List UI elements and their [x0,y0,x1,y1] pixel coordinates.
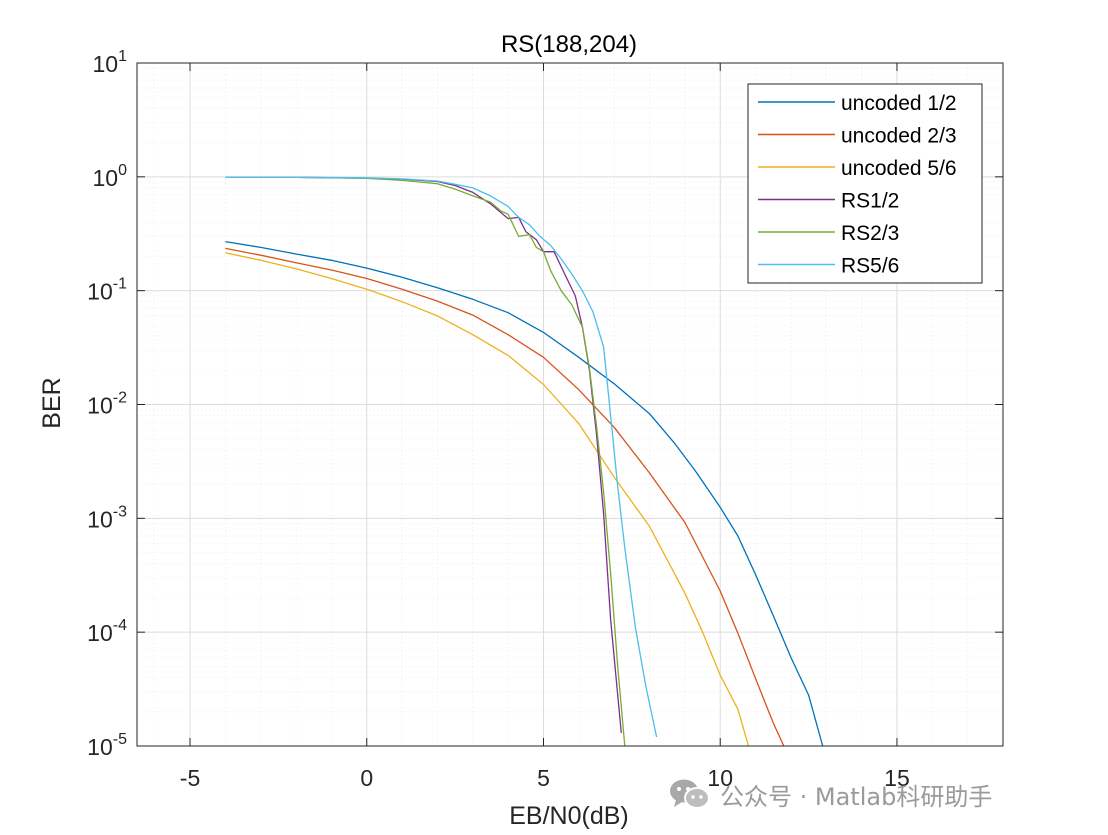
x-tick-label: 0 [360,765,373,791]
series-line [225,247,785,747]
y-axis-label: BER [38,377,66,428]
legend-box [747,83,983,284]
watermark: 公众号 · Matlab科研助手 [668,776,992,812]
wechat-icon [668,776,712,812]
series-line [225,252,750,747]
y-tick-label: 10-4 [87,617,127,646]
legend: uncoded 1/2 uncoded 2/3 uncoded 5/6 RS1/2 RS… [747,83,983,284]
y-tick-base: 10 [93,51,119,77]
y-tick-label: 100 [93,162,128,191]
y-tick-exponent: -2 [113,390,127,407]
y-tick-label: 10-3 [87,503,127,532]
y-tick-exponent: -4 [113,617,127,634]
legend-label: uncoded 1/2 [841,92,957,115]
y-tick-label: 10-2 [87,390,127,419]
x-tick-label: 10 [707,765,733,791]
y-tick-base: 10 [87,506,113,532]
y-tick-exponent: 1 [118,48,127,65]
grid-layer [137,63,1004,747]
legend-label: uncoded 2/3 [841,125,957,148]
y-tick-base: 10 [87,734,113,760]
chart-title: RS(188,204) [501,31,637,58]
series-line [225,240,824,747]
legend-label: RS1/2 [841,190,899,213]
y-tick-label: 10-5 [87,731,127,760]
y-tick-exponent: -5 [113,731,127,748]
x-axis-label: EB/N0(dB) [509,802,628,830]
legend-label: RS5/6 [841,255,899,278]
x-tick-label: 15 [884,765,910,791]
y-tick-label: 10-1 [87,276,127,305]
y-tick-base: 10 [93,165,119,191]
series-line [225,176,626,747]
x-tick-label: -5 [180,765,200,791]
watermark-text: 公众号 · Matlab科研助手 [720,782,993,811]
y-tick-exponent: -1 [113,276,127,293]
legend-label: RS2/3 [841,222,899,245]
y-tick-exponent: -3 [113,503,127,520]
x-tick-label: 5 [537,765,550,791]
series-line [225,176,658,738]
series-layer [225,176,824,747]
y-tick-exponent: 0 [118,162,127,179]
y-tick-label: 101 [93,48,128,77]
y-tick-base: 10 [87,393,113,419]
y-tick-base: 10 [87,620,113,646]
y-tick-base: 10 [87,279,113,305]
legend-label: uncoded 5/6 [841,157,957,180]
